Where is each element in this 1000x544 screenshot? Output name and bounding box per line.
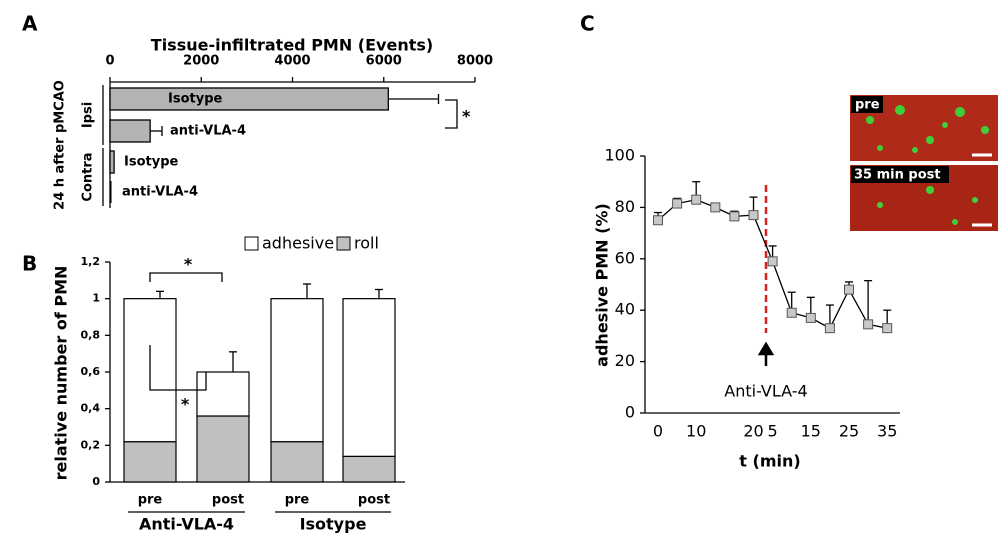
x-tick-label: 6000 [366,54,402,69]
y-tick-label: 60 [615,248,635,267]
x-tick-label: post [212,493,244,508]
data-point [653,215,663,226]
bar-segment [342,298,396,457]
data-point [710,202,721,213]
y-tick-label: 0,2 [81,438,101,451]
bar-segment [342,455,396,483]
panel-letter: A [22,12,38,36]
panel-letter: B [22,252,37,276]
panel-letter: C [580,12,595,36]
bar-segment [270,441,324,483]
legend-label: roll [354,234,379,253]
legend-swatch [244,236,259,251]
y-tick-label: 80 [615,197,635,216]
data-point [844,284,854,295]
y-tick-label: 0 [92,475,100,488]
data-point [691,194,702,205]
bar-segment [270,298,324,443]
bar [109,150,115,174]
x-tick-label: 35 [877,422,897,441]
significance-label: * [462,107,471,126]
bar-segment [196,415,250,483]
category-label: anti-VLA-4 [122,185,198,200]
significance-label: * [181,395,190,414]
data-point [748,210,759,221]
x-tick-label: 20 [743,422,763,441]
annotation: Anti-VLA-4 [724,382,807,401]
y-tick-label: 40 [615,300,635,319]
x-tick-label: 10 [686,422,706,441]
y-tick-label: 0,6 [81,365,101,378]
y-tick-label: 0,8 [81,328,101,341]
chart-title: Tissue-infiltrated PMN (Events) [151,36,433,55]
group-label: Contra [81,152,96,201]
data-point [767,256,778,267]
x-tick-label: 0 [653,422,663,441]
label-bg [851,166,949,183]
group-label: Ipsi [81,102,96,128]
legend-swatch [336,236,351,251]
x-tick-label: 15 [801,422,821,441]
arrow [757,341,775,366]
bar [109,87,389,111]
y-tick-label: 0 [625,403,635,422]
y-tick-label: 1 [92,292,100,305]
bar [110,181,112,203]
category-label: Isotype [124,155,179,170]
y-tick-label: 1,2 [81,255,101,268]
x-tick-label: 4000 [274,54,310,69]
significance-bracket [445,99,458,129]
x-axis-label: t (min) [739,452,800,471]
x-tick-label: 2000 [183,54,219,69]
data-point [882,323,893,334]
image-label: 35 min post [854,168,941,183]
image-label: pre [855,98,880,113]
bar-segment [123,441,177,483]
group-label: Isotype [300,515,367,534]
data-point [786,307,797,318]
x-tick-label: 5 [768,422,778,441]
category-label: anti-VLA-4 [170,124,246,139]
data-point [805,312,816,323]
y-axis-label: relative number of PMN [52,266,71,481]
label-bg [851,96,883,113]
data-point [863,319,874,330]
x-tick-label: pre [138,493,163,508]
y-tick-label: 20 [615,351,635,370]
significance-label: * [184,255,193,274]
data-point [729,211,740,222]
cells [866,105,989,225]
y-tick-label: 100 [604,146,635,165]
data-point [824,323,835,334]
bar [109,119,151,143]
significance-bracket [149,272,223,282]
x-tick-label: post [358,493,390,508]
x-tick-label: 8000 [457,54,493,69]
x-tick-label: 25 [839,422,859,441]
category-label: Isotype [168,92,223,107]
x-tick-label: pre [285,493,310,508]
y-tick-label: 0,4 [81,402,101,415]
y-axis-label: adhesive PMN (%) [593,203,612,367]
y-axis-label: 24 h after pMCAO [53,80,68,210]
data-point [672,198,683,209]
x-tick-label: 0 [105,54,114,69]
legend-label: adhesive [262,234,334,253]
group-label: Anti-VLA-4 [139,515,234,534]
significance-bracket [149,345,207,391]
bar-segment [196,371,250,417]
